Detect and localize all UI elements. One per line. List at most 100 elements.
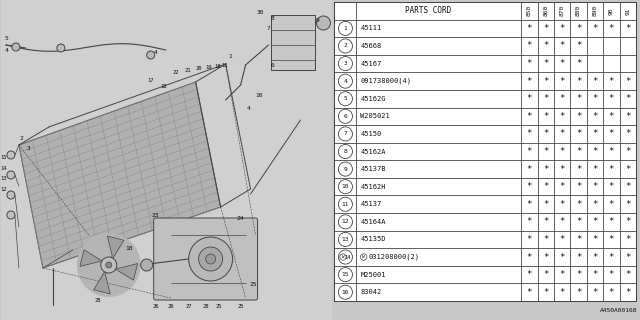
Text: 5: 5 [344, 96, 348, 101]
Text: *: * [543, 59, 548, 68]
Text: *: * [543, 24, 548, 33]
Text: *: * [592, 235, 598, 244]
Circle shape [339, 127, 353, 141]
Text: *: * [527, 182, 532, 191]
Text: 091738000(4): 091738000(4) [360, 78, 412, 84]
Text: 880: 880 [576, 5, 581, 16]
Text: 18: 18 [214, 63, 221, 68]
Text: 850: 850 [527, 5, 532, 16]
Text: *: * [543, 147, 548, 156]
Text: *: * [625, 235, 630, 244]
Text: *: * [527, 129, 532, 139]
Text: *: * [543, 270, 548, 279]
Text: 24: 24 [237, 215, 244, 220]
Text: *: * [576, 270, 581, 279]
Text: M25001: M25001 [360, 272, 386, 278]
Text: *: * [592, 77, 598, 86]
Circle shape [339, 268, 353, 282]
Text: *: * [559, 59, 565, 68]
Circle shape [7, 191, 15, 199]
Text: *: * [609, 235, 614, 244]
Text: 860: 860 [543, 5, 548, 16]
Text: 45668: 45668 [360, 43, 381, 49]
Text: 91: 91 [625, 7, 630, 14]
Text: *: * [592, 147, 598, 156]
Text: *: * [559, 94, 565, 103]
Circle shape [77, 233, 141, 297]
Text: *: * [543, 42, 548, 51]
Text: *: * [609, 182, 614, 191]
Text: *: * [592, 164, 598, 173]
Circle shape [339, 180, 353, 194]
Text: 3: 3 [27, 146, 31, 150]
Text: 4: 4 [154, 50, 157, 54]
Text: *: * [592, 129, 598, 139]
Text: *: * [559, 77, 565, 86]
Text: 14: 14 [1, 165, 7, 171]
Text: *: * [527, 200, 532, 209]
Text: *: * [576, 129, 581, 139]
Text: 26: 26 [168, 305, 174, 309]
Text: 12: 12 [1, 187, 7, 191]
Text: 20: 20 [195, 66, 202, 70]
Text: *: * [576, 217, 581, 226]
Text: *: * [625, 129, 630, 139]
Text: *: * [625, 164, 630, 173]
Text: *: * [576, 252, 581, 261]
Text: 2: 2 [19, 135, 23, 140]
Text: 45167: 45167 [360, 60, 381, 67]
Text: 45162A: 45162A [360, 148, 386, 155]
Polygon shape [108, 236, 124, 265]
Circle shape [7, 151, 15, 159]
Text: W: W [362, 255, 365, 259]
Text: *: * [592, 270, 598, 279]
Text: 7: 7 [344, 132, 348, 136]
Text: *: * [592, 182, 598, 191]
Bar [1, 0, 332, 320]
Circle shape [198, 247, 223, 271]
Text: *: * [543, 217, 548, 226]
Text: 45135D: 45135D [360, 236, 386, 243]
Text: *: * [576, 147, 581, 156]
Text: 45162H: 45162H [360, 184, 386, 190]
Text: 7: 7 [267, 26, 271, 30]
Text: *: * [559, 217, 565, 226]
Circle shape [7, 211, 15, 219]
Text: 8: 8 [271, 15, 275, 20]
Text: 9: 9 [316, 18, 319, 22]
Text: *: * [527, 112, 532, 121]
Text: *: * [527, 77, 532, 86]
Circle shape [339, 92, 353, 106]
Text: *: * [576, 59, 581, 68]
Text: 13: 13 [342, 237, 349, 242]
Text: *: * [609, 164, 614, 173]
Text: *: * [543, 200, 548, 209]
Text: *: * [527, 59, 532, 68]
Text: *: * [543, 94, 548, 103]
Text: *: * [527, 270, 532, 279]
FancyBboxPatch shape [154, 218, 257, 300]
Text: *: * [609, 270, 614, 279]
Text: *: * [576, 42, 581, 51]
Polygon shape [93, 265, 110, 294]
Text: *: * [527, 147, 532, 156]
Text: 9: 9 [344, 167, 348, 172]
Text: 1: 1 [344, 26, 348, 31]
Text: *: * [559, 288, 565, 297]
Circle shape [339, 21, 353, 36]
Text: 11: 11 [221, 62, 228, 68]
Text: *: * [625, 112, 630, 121]
Text: *: * [527, 252, 532, 261]
Text: 2: 2 [344, 44, 348, 48]
Circle shape [205, 254, 216, 264]
Text: *: * [609, 288, 614, 297]
Text: 28: 28 [202, 305, 209, 309]
Text: 4: 4 [344, 79, 348, 84]
Text: 890: 890 [593, 5, 598, 16]
Text: *: * [576, 200, 581, 209]
Circle shape [339, 285, 353, 299]
Text: *: * [527, 235, 532, 244]
Text: *: * [609, 77, 614, 86]
Polygon shape [109, 264, 138, 280]
Circle shape [339, 144, 353, 158]
